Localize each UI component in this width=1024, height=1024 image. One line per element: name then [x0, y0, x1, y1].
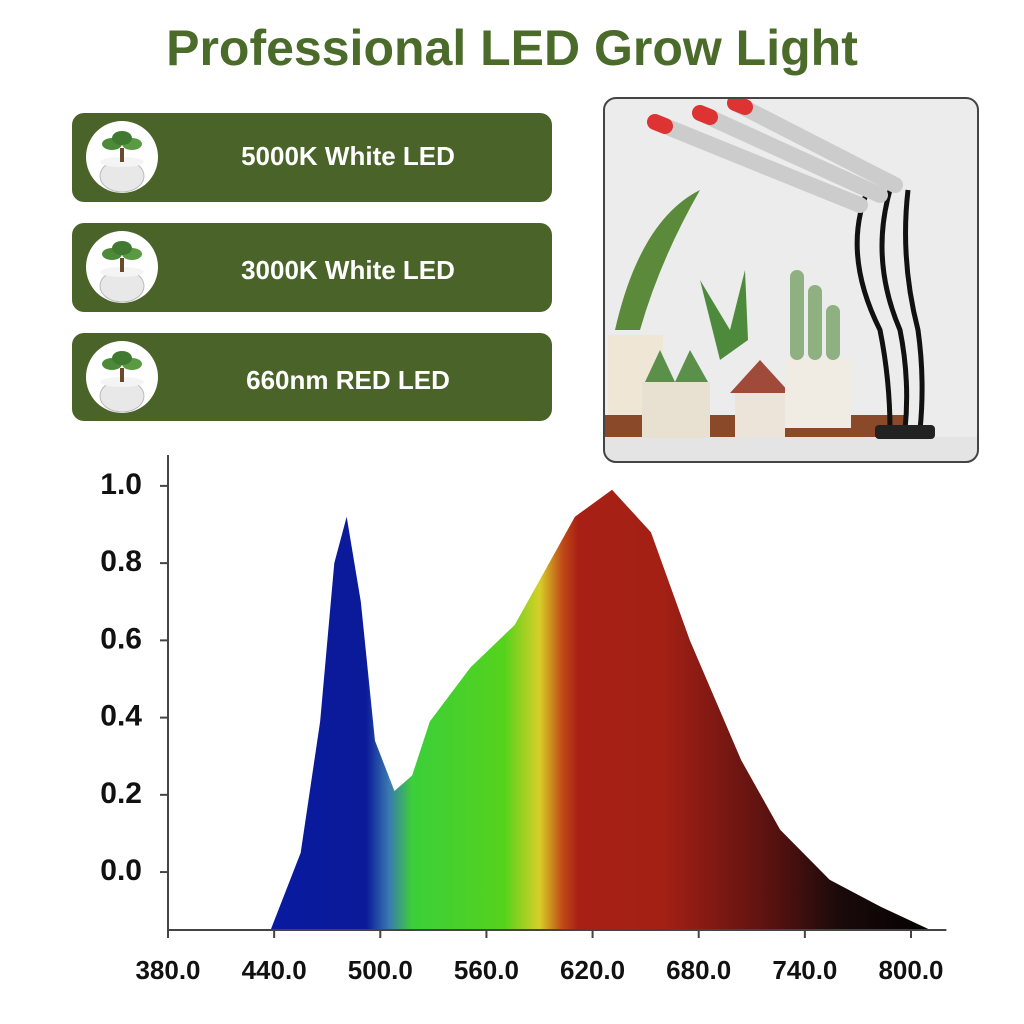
x-tick-label: 500.0 — [348, 955, 413, 985]
y-tick-label: 0.6 — [100, 622, 142, 655]
feature-label: 660nm RED LED — [246, 365, 450, 395]
x-tick-label: 440.0 — [242, 955, 307, 985]
y-tick-label: 0.8 — [100, 545, 142, 578]
product-photo — [603, 97, 979, 463]
chart: 380.0 440.0 500.0 560.0 620.0 680.0 740.0 800.0… — [100, 455, 947, 985]
x-tick-label: 380.0 — [135, 955, 200, 985]
feature-label: 5000K White LED — [241, 141, 455, 171]
y-tick-label: 0.2 — [100, 777, 142, 810]
spectrum-area — [270, 489, 931, 930]
y-tick-label: 0.4 — [100, 700, 142, 733]
feature-box: 5000K White LED — [72, 113, 552, 202]
title: Professional LED Grow Light — [166, 20, 858, 76]
feature-box: 660nm RED LED — [72, 333, 552, 421]
x-tick-label: 560.0 — [454, 955, 519, 985]
feature-box: 3000K White LED — [72, 223, 552, 312]
y-tick-label: 1.0 — [100, 468, 142, 501]
x-tick-label: 740.0 — [772, 955, 837, 985]
x-tick-label: 620.0 — [560, 955, 625, 985]
feature-label: 3000K White LED — [241, 255, 455, 285]
y-tick-label: 0.0 — [100, 854, 142, 887]
x-tick-label: 680.0 — [666, 955, 731, 985]
x-tick-label: 800.0 — [878, 955, 943, 985]
